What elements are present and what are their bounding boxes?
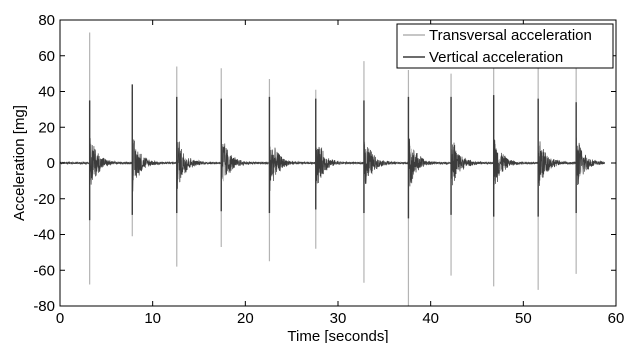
x-tick-label: 60: [608, 310, 625, 327]
x-tick-label: 20: [237, 310, 254, 327]
y-tick-label: -80: [33, 298, 55, 315]
legend: Transversal acceleration Vertical accele…: [396, 23, 614, 69]
x-tick-label: 40: [422, 310, 439, 327]
x-axis-title: Time [seconds]: [287, 328, 388, 343]
legend-label-vertical: Vertical acceleration: [429, 49, 563, 66]
ticks-layer: 0 10 20 30 40 50 60 80 60 40 20 0 -20 -40 -60 -80: [33, 12, 624, 327]
y-tick-label: -40: [33, 227, 55, 244]
y-tick-label: -60: [33, 262, 55, 279]
x-tick-label: 30: [330, 310, 347, 327]
legend-box: [396, 23, 614, 69]
y-tick-label: 80: [38, 12, 55, 29]
y-tick-label: 60: [38, 48, 55, 65]
x-tick-label: 0: [56, 310, 64, 327]
series-line-vertical: [59, 137, 605, 193]
y-tick-label: 20: [38, 119, 55, 136]
y-tick-label: 0: [47, 155, 55, 172]
y-axis-title: Acceleration [mg]: [11, 105, 28, 221]
x-tick-label: 50: [515, 310, 532, 327]
y-tick-label: 40: [38, 84, 55, 101]
series-layer: [59, 32, 606, 306]
y-tick-label: -20: [33, 191, 55, 208]
legend-label-transversal: Transversal acceleration: [429, 27, 592, 44]
x-tick-label: 10: [144, 310, 161, 327]
